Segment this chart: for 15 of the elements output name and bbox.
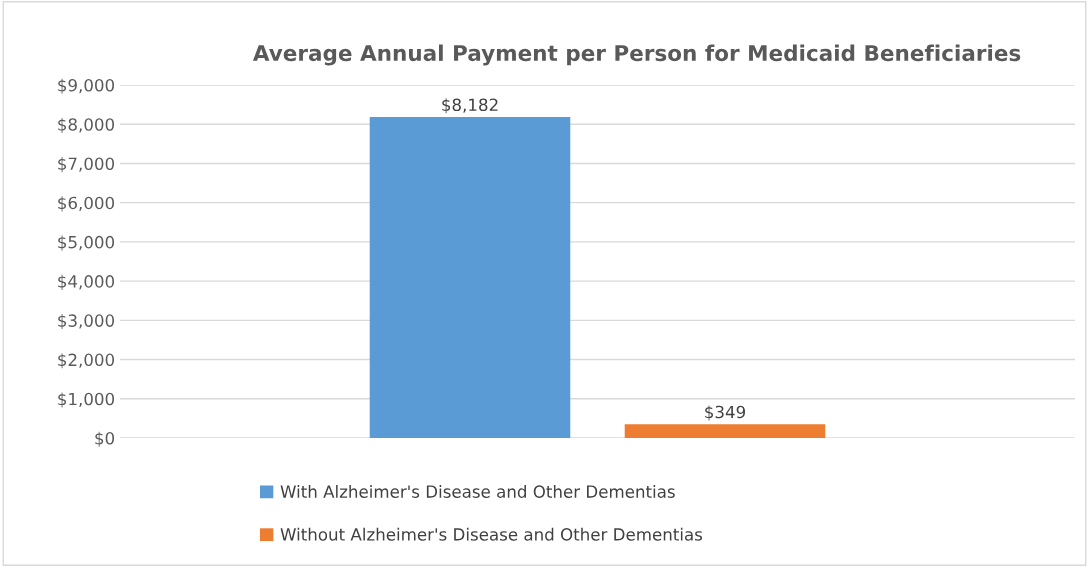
legend-label: Without Alzheimer's Disease and Other Dementias <box>280 527 703 541</box>
data-label: $349 <box>705 405 746 421</box>
y-tick-label: $7,000 <box>58 157 115 173</box>
y-tick-label: $9,000 <box>58 78 115 94</box>
y-tick-label: $0 <box>95 431 115 447</box>
y-tick-label: $5,000 <box>58 235 115 251</box>
chart-title: Average Annual Payment per Person for Medicaid Beneficiaries <box>252 44 1021 66</box>
y-tick-label: $8,000 <box>58 117 115 133</box>
y-tick-label: $6,000 <box>58 196 115 212</box>
y-tick-label: $2,000 <box>58 353 115 369</box>
legend-label: With Alzheimer's Disease and Other Dementias <box>280 485 675 498</box>
y-tick-label: $4,000 <box>58 274 115 290</box>
data-label: $8,182 <box>442 98 498 114</box>
y-tick-label: $3,000 <box>58 314 115 330</box>
y-tick-label: $1,000 <box>58 392 115 408</box>
